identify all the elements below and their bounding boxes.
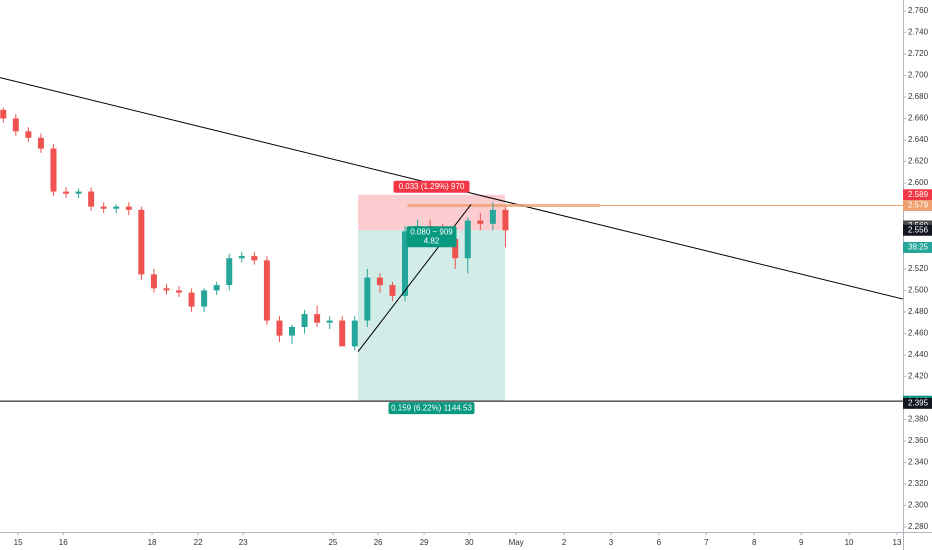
y-tick-label: 2.520 — [908, 264, 929, 273]
candle-body — [25, 131, 32, 138]
candle-body — [452, 238, 459, 259]
y-tick-label: 2.620 — [908, 157, 929, 166]
stop-label: 0.033 (1.29%) 970 — [399, 182, 465, 191]
target-zone — [358, 230, 505, 402]
y-tick-label: 2.720 — [908, 49, 929, 58]
candle-body — [238, 256, 245, 259]
y-tick-label: 2.300 — [908, 501, 929, 510]
stop-label-bg — [393, 180, 470, 193]
price-label-bg — [903, 200, 932, 212]
candle-body — [226, 258, 233, 286]
x-tick-label: 18 — [148, 538, 157, 547]
x-tick-label: 25 — [328, 538, 337, 547]
candle-body — [125, 206, 132, 210]
price-label: 2.589 — [908, 190, 929, 199]
x-tick-label: 22 — [194, 538, 203, 547]
y-tick-label: 2.280 — [908, 522, 929, 531]
candle-body — [314, 314, 321, 323]
candle-body — [50, 148, 57, 192]
candle-body — [376, 277, 383, 286]
y-tick-label: 2.700 — [908, 71, 929, 80]
candle-body — [502, 209, 509, 231]
price-label-bg — [903, 397, 932, 409]
y-tick-label: 2.440 — [908, 350, 929, 359]
candle-body — [339, 320, 346, 347]
x-tick-label: 30 — [465, 538, 474, 547]
candle-body — [477, 220, 484, 224]
candle-body — [389, 285, 396, 296]
price-label-bg — [903, 241, 932, 253]
candle-body — [113, 206, 120, 209]
candle-body — [138, 209, 145, 275]
candle-body — [201, 290, 208, 307]
candle-body — [100, 206, 107, 209]
y-tick-label: 2.600 — [908, 178, 929, 187]
y-tick-label: 2.320 — [908, 479, 929, 488]
price-label: 2.579 — [908, 201, 929, 210]
y-tick-label: 2.760 — [908, 6, 929, 15]
y-tick-label: 2.500 — [908, 286, 929, 295]
x-tick-label: 9 — [799, 538, 804, 547]
y-tick-label: 2.640 — [908, 135, 929, 144]
y-tick-label: 2.420 — [908, 372, 929, 381]
stop-zone — [358, 194, 505, 231]
price-label-bg — [903, 189, 932, 201]
x-tick-label: 6 — [657, 538, 662, 547]
x-tick-label: 8 — [752, 538, 757, 547]
y-tick-label: 2.740 — [908, 28, 929, 37]
price-label: 38:25 — [908, 243, 929, 252]
x-tick-label: 26 — [374, 538, 383, 547]
price-label-bg — [903, 224, 932, 236]
candle-body — [276, 320, 283, 336]
x-tick-label: 13 — [893, 538, 902, 547]
candle-body — [364, 277, 371, 321]
x-tick-label: 16 — [59, 538, 68, 547]
y-tick-label: 2.660 — [908, 114, 929, 123]
candle-body — [251, 256, 258, 261]
x-tick-label: 3 — [609, 538, 614, 547]
candle-body — [0, 109, 7, 119]
price-label: 2.556 — [908, 225, 929, 234]
candle-body — [188, 292, 195, 307]
y-tick-label: 2.460 — [908, 329, 929, 338]
price-label: 2.395 — [908, 398, 929, 407]
y-tick-label: 2.380 — [908, 415, 929, 424]
candle-body — [351, 320, 358, 347]
current-label: 4.82 — [424, 236, 440, 245]
x-tick-label: 10 — [845, 538, 854, 547]
y-tick-label: 2.680 — [908, 92, 929, 101]
candle-body — [213, 285, 220, 291]
x-tick-label: 2 — [562, 538, 567, 547]
candle-body — [63, 191, 70, 194]
y-tick-label: 2.480 — [908, 307, 929, 316]
x-tick-label: 23 — [239, 538, 248, 547]
candle-body — [402, 231, 409, 296]
candle-body — [176, 290, 183, 293]
candle-body — [37, 137, 44, 149]
candle-body — [301, 314, 308, 328]
target-label-bg — [388, 402, 475, 415]
x-tick-label: 7 — [704, 538, 709, 547]
y-tick-label: 2.340 — [908, 458, 929, 467]
candle-body — [88, 191, 95, 207]
target-label: 0.159 (6.22%) 1144.53 — [391, 403, 472, 412]
candle-body — [489, 209, 496, 224]
candle-body — [75, 191, 82, 194]
candle-body — [263, 260, 270, 321]
candle-body — [464, 220, 471, 259]
candle-body — [326, 320, 333, 323]
candle-body — [163, 288, 170, 291]
x-tick-label: May — [509, 538, 524, 547]
y-tick-label: 2.360 — [908, 436, 929, 445]
candle-body — [150, 274, 157, 289]
x-tick-label: 29 — [420, 538, 429, 547]
current-label-bg — [406, 226, 457, 248]
candle-body — [12, 118, 19, 132]
current-label: 0.080 ~ 909 — [410, 227, 453, 236]
x-tick-label: 15 — [14, 538, 23, 547]
candle-body — [289, 327, 296, 336]
